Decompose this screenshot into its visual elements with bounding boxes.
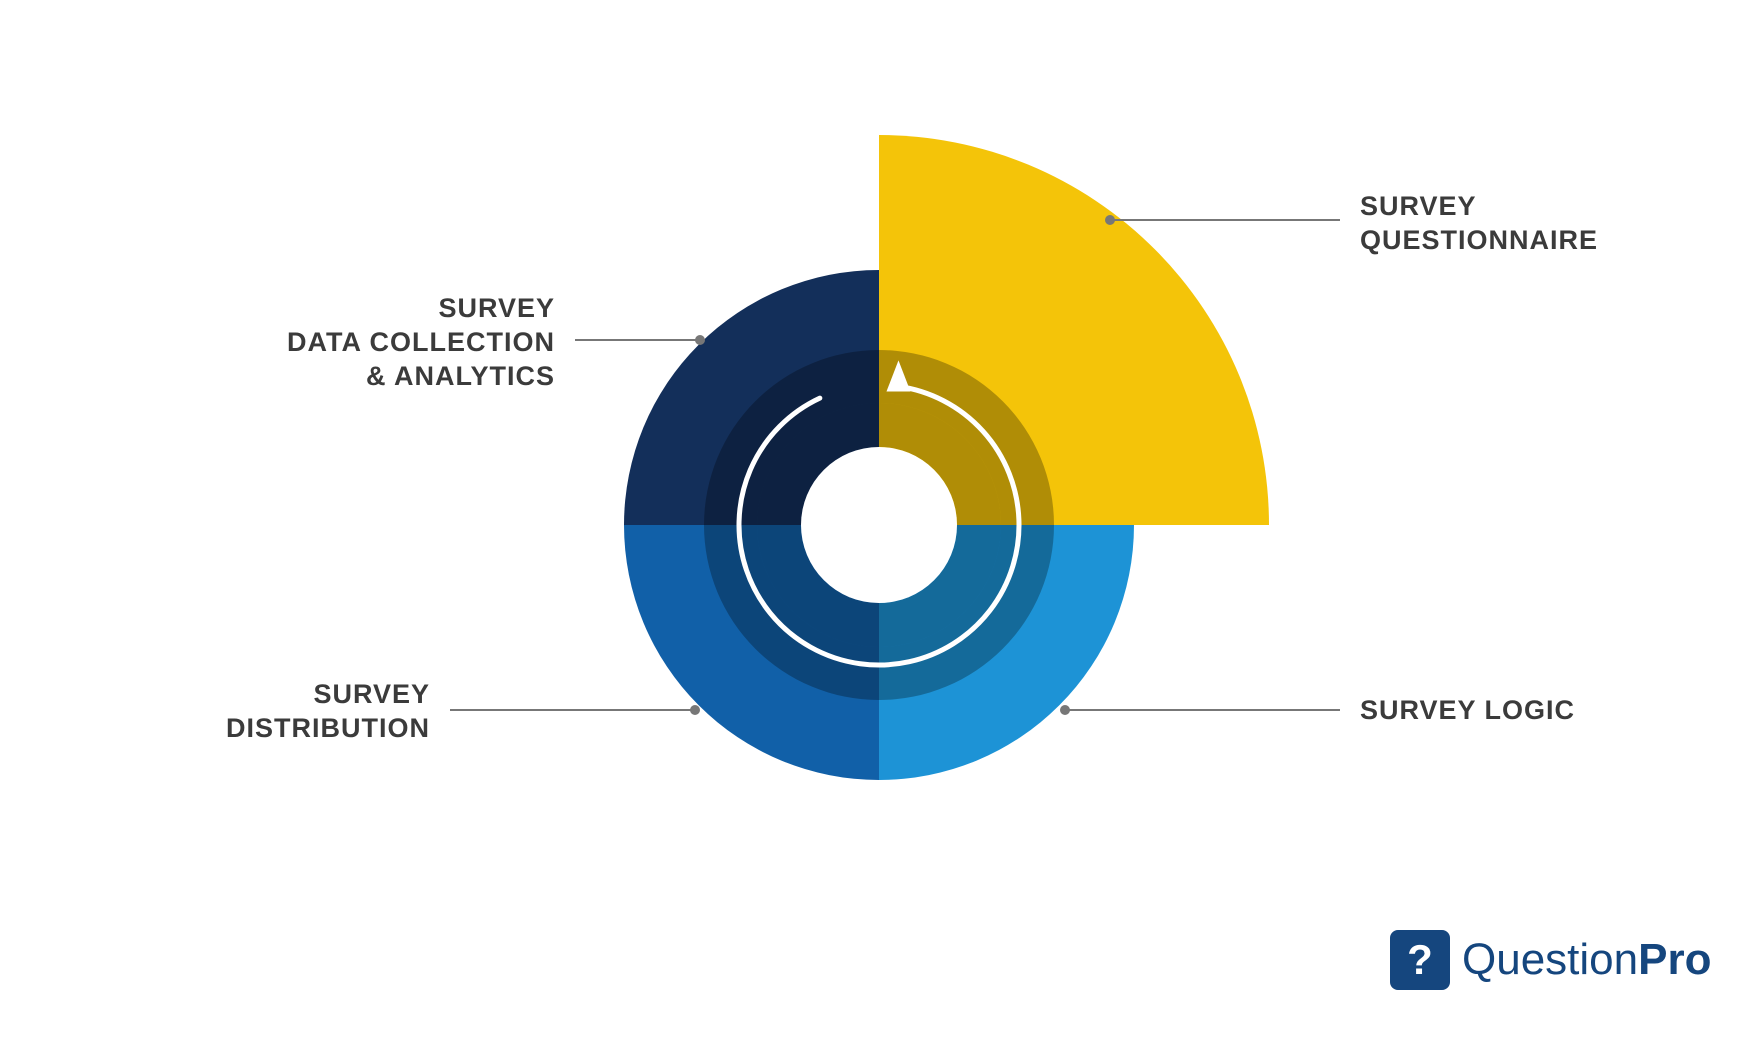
brand-logo: ? QuestionPro xyxy=(1390,930,1711,990)
label-survey-analytics: SURVEY DATA COLLECTION & ANALYTICS xyxy=(287,292,555,393)
cycle-diagram xyxy=(0,0,1758,1050)
label-survey-logic: SURVEY LOGIC xyxy=(1360,694,1575,728)
brand-glyph: ? xyxy=(1407,936,1433,984)
label-survey-questionnaire: SURVEY QUESTIONNAIRE xyxy=(1360,190,1598,258)
label-survey-distribution: SURVEY DISTRIBUTION xyxy=(226,678,430,746)
brand-mark-icon: ? xyxy=(1390,930,1450,990)
stage: SURVEY QUESTIONNAIRE SURVEY LOGIC SURVEY… xyxy=(0,0,1758,1050)
brand-wordmark: QuestionPro xyxy=(1462,935,1711,985)
